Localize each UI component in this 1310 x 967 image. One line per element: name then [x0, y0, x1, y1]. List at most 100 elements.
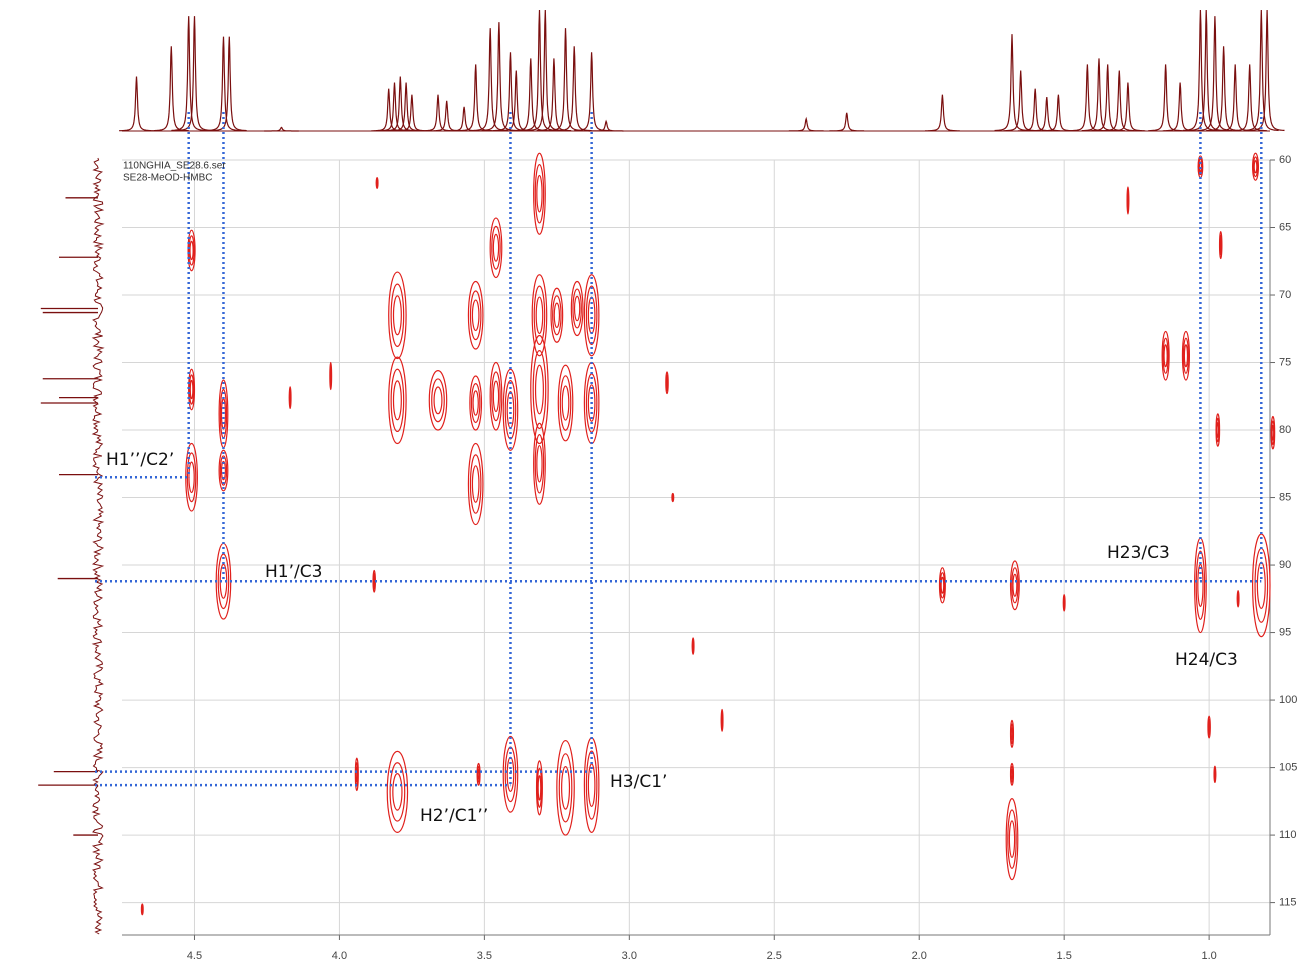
contour-ring [1220, 239, 1221, 251]
x-tick-label: 2.5 [767, 950, 782, 962]
y-tick-label: 85 [1279, 491, 1291, 503]
cross-peak [672, 493, 674, 501]
contour-ring [1011, 728, 1012, 740]
cross-peak [1220, 232, 1222, 259]
y-tick-label: 115 [1279, 897, 1297, 909]
proton-peak [206, 37, 241, 131]
annotation: H1’/C3 [265, 562, 322, 582]
contour-ring [1164, 345, 1167, 367]
annotation: H23/C3 [1107, 543, 1170, 563]
cross-peak [216, 543, 230, 619]
contour-ring [562, 386, 569, 420]
cross-peak [1198, 156, 1203, 178]
contour-ring [330, 370, 331, 382]
cross-peak [666, 372, 668, 394]
y-tick-label: 95 [1279, 626, 1291, 638]
peak-layer [141, 153, 1274, 914]
y-tick-label: 100 [1279, 694, 1297, 706]
y-tick-label: 60 [1279, 154, 1291, 166]
cross-peak [468, 282, 482, 350]
x-tick-label: 4.0 [332, 950, 347, 962]
contour-ring [1214, 771, 1215, 778]
x-tick-label: 1.5 [1057, 950, 1072, 962]
x-tick-label: 1.0 [1201, 950, 1216, 962]
contour-ring [1198, 564, 1203, 607]
text-layer: 110NGHIA_SE28.6.ser SE28-MeOD-HMBC H1’’/… [106, 154, 1297, 962]
annotation: H1’’/C2’ [106, 450, 174, 470]
cross-peak [1253, 534, 1270, 637]
contour-ring [562, 767, 570, 810]
cross-peak [537, 761, 543, 815]
chart: 110NGHIA_SE28.6.ser SE28-MeOD-HMBC H1’’/… [0, 0, 1310, 967]
proton-peak [421, 95, 456, 131]
proton-peak [447, 107, 482, 131]
contour-ring [473, 391, 478, 415]
contour-ring [434, 387, 442, 414]
proton-peak [789, 119, 824, 131]
cross-peak [1271, 417, 1274, 449]
contour-ring [538, 776, 541, 800]
annotation: H24/C3 [1175, 650, 1238, 670]
cross-peak [389, 272, 406, 358]
contour-ring [377, 181, 378, 186]
y-tick-label: 65 [1279, 221, 1291, 233]
cross-peak [534, 153, 546, 234]
cross-peak [468, 444, 482, 525]
cross-peak [1237, 591, 1239, 607]
y-tick-label: 110 [1279, 829, 1297, 841]
cross-peak [1063, 595, 1065, 611]
cross-peak [1182, 331, 1189, 380]
contour-ring [536, 297, 543, 333]
y-tick-label: 90 [1279, 559, 1291, 571]
contour-ring [472, 466, 479, 502]
contour-ring [721, 715, 722, 725]
cross-peak [1011, 764, 1014, 786]
file-name: 110NGHIA_SE28.6.ser [123, 161, 226, 172]
cross-peak [141, 904, 143, 915]
contour-ring [537, 446, 542, 482]
cross-peak [551, 288, 563, 342]
contour-ring [1272, 425, 1274, 440]
cross-peak [534, 423, 546, 504]
y-tick-label: 80 [1279, 424, 1291, 436]
cross-peak [219, 450, 228, 491]
grid-layer [122, 160, 1275, 940]
contour-ring [493, 381, 498, 411]
cross-peak [1162, 331, 1169, 380]
x-tick-label: 2.0 [912, 950, 927, 962]
contour-ring [222, 461, 226, 479]
cross-peak [721, 710, 723, 732]
proton-peak [925, 95, 960, 131]
contour-ring [554, 303, 559, 327]
cross-peak [289, 387, 291, 409]
contour-ring [472, 300, 479, 330]
contour-ring [588, 764, 595, 807]
proton-peak [995, 34, 1030, 130]
proton-peak [1163, 83, 1198, 131]
experiment-name: SE28-MeOD-HMBC [123, 173, 212, 184]
cross-peak [376, 178, 378, 189]
y-tick-label: 75 [1279, 356, 1291, 368]
carbon-noise [93, 158, 103, 934]
y-tick-label: 70 [1279, 289, 1291, 301]
contour-ring [1254, 161, 1257, 173]
cross-peak [1011, 561, 1020, 610]
cross-peak [1208, 716, 1210, 738]
cross-peak [389, 357, 406, 443]
cross-peak [1253, 153, 1259, 180]
contour-ring [1064, 599, 1065, 606]
contour-ring [575, 296, 580, 320]
cross-peak [429, 371, 446, 430]
contour-ring [374, 576, 375, 586]
x-tick-label: 3.5 [477, 950, 492, 962]
contour-ring [1209, 722, 1210, 732]
cross-peak [558, 365, 572, 441]
contour-ring [672, 496, 673, 500]
contour-ring [1011, 769, 1012, 779]
contour-ring [693, 642, 694, 649]
y-tick-label: 105 [1279, 761, 1297, 773]
contour-ring [536, 365, 544, 414]
proton-peak [499, 71, 534, 131]
annotation: H3/C1’ [610, 772, 667, 792]
contour-ring [290, 393, 291, 403]
